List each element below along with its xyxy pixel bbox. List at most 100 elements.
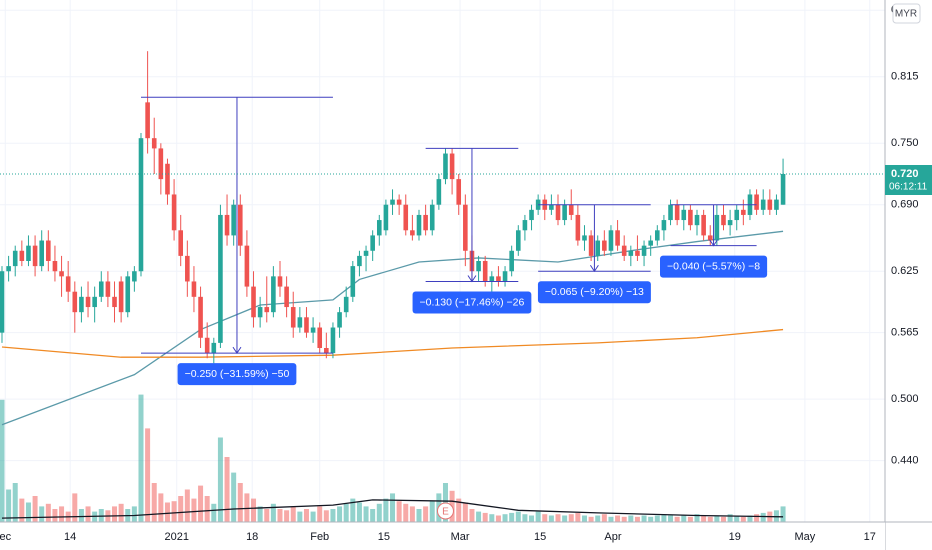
volume-bar [754, 514, 760, 522]
volume-bar [462, 502, 468, 522]
volume-bar [52, 509, 58, 522]
volume-bar [6, 489, 12, 522]
candle-body [707, 235, 713, 241]
x-tick-label: Feb [310, 531, 329, 543]
volume-bar [270, 503, 276, 522]
volume-bar [12, 483, 18, 522]
volume-bar [469, 509, 475, 522]
volume-bar [714, 515, 720, 522]
volume-bar [495, 515, 501, 522]
candle-body [515, 230, 521, 251]
x-tick-label: 18 [246, 531, 258, 543]
candle-body [449, 153, 455, 180]
y-tick-label: 0.815 [891, 71, 919, 83]
candle-body [178, 230, 184, 256]
candle-body [105, 281, 111, 297]
volume-bar [323, 510, 329, 522]
candle-body [171, 194, 177, 231]
candle-body [549, 204, 554, 210]
candle-body [535, 199, 541, 210]
candle-body [410, 230, 415, 236]
candle-body [774, 199, 779, 210]
volume-bar [171, 501, 177, 522]
volume-bar [151, 483, 157, 522]
event-label: E [442, 507, 449, 518]
candle-body [357, 255, 362, 267]
volume-ma [1, 499, 784, 519]
x-tick-label: ec [0, 531, 12, 543]
volume-bar [734, 515, 740, 522]
moving-average [1, 230, 784, 426]
volume-bar [482, 512, 488, 522]
y-tick-label: 0.690 [891, 199, 919, 211]
volume-bar [502, 514, 508, 522]
measure-arrow-head [589, 264, 599, 273]
volume-bar [780, 506, 786, 522]
candle-body [602, 240, 607, 251]
volume-bar [529, 515, 535, 522]
candle-body [363, 250, 369, 256]
candle-body [615, 230, 620, 246]
candle-body [476, 261, 481, 272]
plot: −0.250 (−31.59%) −50 −0.130 (−17.46%) −26… [0, 51, 885, 522]
candle-body [416, 214, 422, 236]
candle-body [112, 296, 117, 308]
candle-body [383, 204, 389, 231]
volume-bar [740, 516, 746, 522]
volume-bar [562, 515, 568, 522]
volume-bar [674, 516, 680, 522]
candle-body [390, 199, 395, 205]
candle-body [65, 276, 71, 292]
candle-body [595, 240, 601, 256]
volume-bar [350, 498, 356, 522]
candle-body [151, 138, 157, 149]
candle-body [376, 220, 382, 236]
candle-body [701, 214, 706, 236]
volume-bar [535, 511, 541, 522]
volume-bar [588, 516, 594, 522]
volume-bar [654, 515, 660, 522]
candle-body [211, 342, 217, 354]
volume-bar [423, 506, 429, 522]
candle-body [224, 214, 230, 236]
volume-bar [687, 516, 693, 522]
candle-body [0, 271, 5, 333]
volume-bar [476, 511, 482, 522]
volume-bar [403, 503, 409, 522]
candle-body [218, 214, 223, 343]
volume-bar [383, 498, 389, 522]
volume-bar [277, 509, 283, 522]
volume-bar [284, 510, 290, 522]
volume-bar [641, 515, 647, 522]
candle-body [727, 220, 733, 226]
measure-label-box [537, 281, 651, 304]
volume-bar [701, 515, 707, 522]
volume-bar [601, 514, 607, 522]
volume-bar [489, 514, 495, 522]
candle-body [72, 291, 78, 313]
candle-body [608, 230, 614, 251]
candle-body [231, 204, 236, 236]
volume-bar [568, 514, 574, 522]
candle-body [767, 199, 773, 210]
volume-bar [555, 514, 561, 522]
volume-bar [211, 503, 217, 522]
x-tick-label: 17 [864, 531, 876, 543]
volume-bar [224, 457, 230, 522]
time-axis-bg [0, 522, 885, 550]
volume-bar [376, 503, 382, 522]
candle-body [204, 337, 210, 354]
volume-bar [217, 437, 223, 522]
candle-body [85, 296, 91, 308]
candle-body [324, 348, 329, 354]
volume-bar [370, 509, 376, 522]
x-tick-label: Mar [451, 531, 470, 543]
candle-body [456, 179, 462, 205]
measure-label: −0.040 (−5.57%) −8 [667, 260, 760, 272]
candle-body [46, 240, 51, 261]
volume-bar [621, 516, 627, 522]
candle-body [463, 204, 468, 251]
candle-body [138, 138, 144, 272]
volume-bar [595, 515, 601, 522]
